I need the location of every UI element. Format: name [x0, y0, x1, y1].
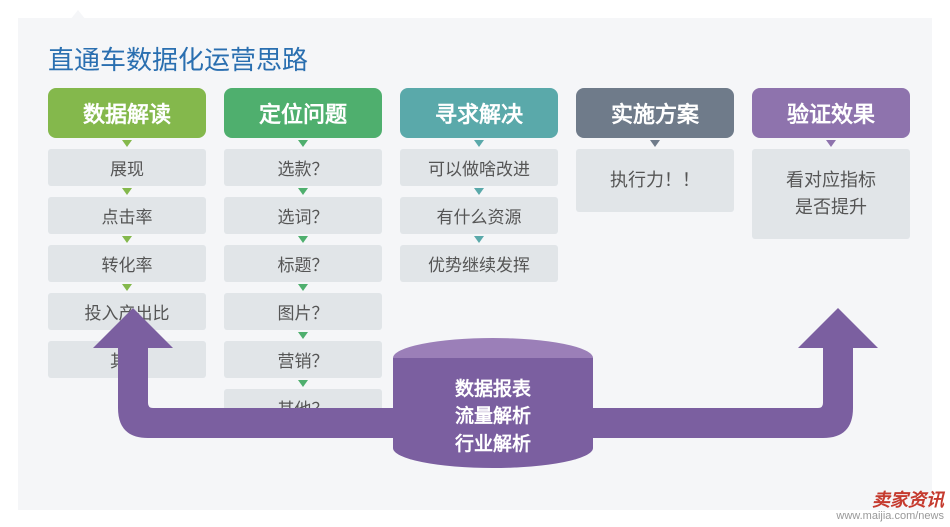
arrow-down-icon	[298, 236, 308, 243]
cylinder-body: 数据报表流量解析行业解析	[393, 358, 593, 468]
column-item: 展现	[48, 149, 206, 186]
column-item: 转化率	[48, 245, 206, 282]
column-header: 定位问题	[224, 88, 382, 138]
arrow-down-icon	[298, 284, 308, 291]
column-header: 寻求解决	[400, 88, 558, 138]
column-item: 有什么资源	[400, 197, 558, 234]
arrow-down-icon	[122, 236, 132, 243]
arrow-down-icon	[826, 140, 836, 147]
diagram-title: 直通车数据化运营思路	[48, 40, 308, 77]
flow-arrow-left	[58, 308, 398, 478]
column-item: 选款？	[224, 149, 382, 186]
cylinder-line: 行业解析	[455, 431, 531, 459]
flow-arrow-right	[588, 308, 908, 478]
data-cylinder: 数据报表流量解析行业解析	[393, 338, 593, 468]
column-item: 标题？	[224, 245, 382, 282]
column-big-item: 看对应指标是否提升	[752, 149, 910, 239]
arrow-down-icon	[474, 188, 484, 195]
column-header: 实施方案	[576, 88, 734, 138]
watermark-sub: www.maijia.com/news	[836, 510, 944, 523]
arrow-down-icon	[122, 140, 132, 147]
column-item: 可以做啥改进	[400, 149, 558, 186]
cylinder-line: 流量解析	[455, 403, 531, 431]
cylinder-line: 数据报表	[455, 376, 531, 404]
column-header: 数据解读	[48, 88, 206, 138]
arrow-down-icon	[298, 140, 308, 147]
arrow-down-icon	[650, 140, 660, 147]
column-item: 优势继续发挥	[400, 245, 558, 282]
arrow-down-icon	[298, 188, 308, 195]
main-panel: 直通车数据化运营思路 数据解读展现点击率转化率投入产出比其他定位问题选款？选词？…	[18, 18, 932, 510]
column-header: 验证效果	[752, 88, 910, 138]
watermark: 卖家资讯 www.maijia.com/news	[836, 490, 944, 523]
arrow-down-icon	[122, 284, 132, 291]
arrow-down-icon	[474, 236, 484, 243]
arrow-down-icon	[474, 140, 484, 147]
column-item: 点击率	[48, 197, 206, 234]
column-big-item: 执行力！！	[576, 149, 734, 212]
watermark-main: 卖家资讯	[836, 490, 944, 511]
column-item: 选词？	[224, 197, 382, 234]
arrow-down-icon	[122, 188, 132, 195]
